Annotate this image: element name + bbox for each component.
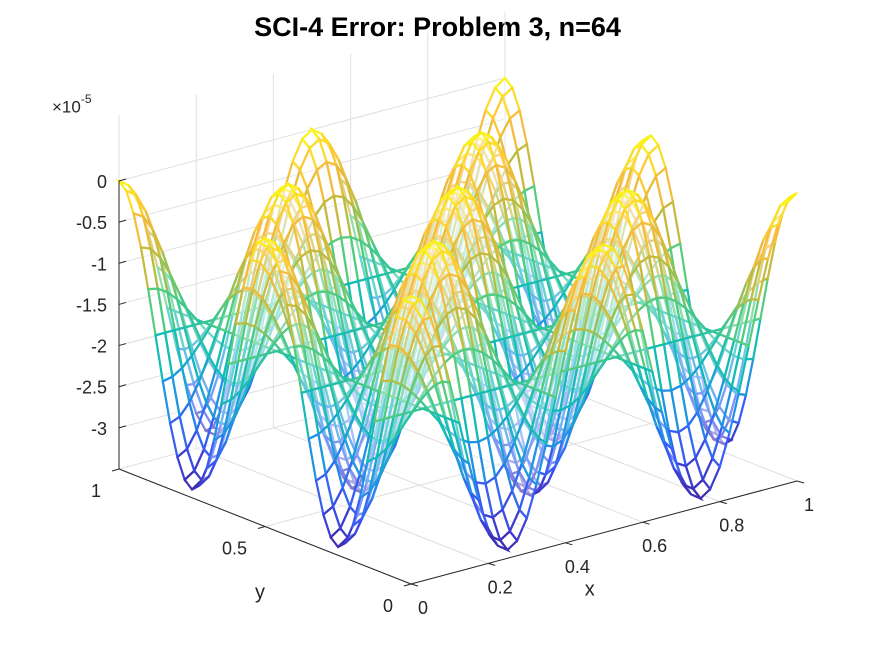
z-tick [118,343,127,347]
x-tick-label: 0.4 [565,557,590,577]
x-tick [719,501,727,505]
z-tick [118,301,127,305]
z-tick-label: -1.5 [76,295,107,315]
z-tick-label: 0 [97,172,107,192]
z-tick [118,178,127,182]
z-tick [118,425,127,429]
z-tick-label: -2 [91,337,107,357]
x-axis-label: x [585,579,595,601]
exponent-power: -5 [80,92,92,106]
chart-title: SCI-4 Error: Problem 3, n=64 [254,12,621,42]
y-tick [403,583,412,587]
z-exponent-label: ×10-5 [52,92,92,118]
x-tick-label: 0.2 [488,577,513,597]
x-tick [565,542,573,546]
surface-cell [768,200,790,230]
z-tick-label: -2.5 [76,378,107,398]
x-tick [796,480,805,484]
x-tick [410,583,419,587]
x-tick-label: 0.8 [719,516,744,536]
y-tick [111,468,120,472]
x-tick-label: 0 [418,598,428,618]
x-tick-label: 0.6 [642,536,667,556]
x-axis-line [410,480,798,585]
z-tick-label: -1 [91,254,107,274]
z-gridline [118,118,506,223]
x-tick [488,562,496,566]
x-tick-label: 1 [804,495,814,515]
z-tick-label: -0.5 [76,213,107,233]
z-tick-label: -3 [91,419,107,439]
exponent-base: ×10 [52,97,81,117]
z-tick [118,384,127,388]
y-tick-label: 0.5 [222,539,247,559]
surface-mesh [115,76,798,553]
surface-cell [779,192,798,208]
y-axis-label: y [255,582,265,604]
y-tick-label: 0 [383,596,393,616]
z-tick [118,260,127,264]
y-tick-label: 1 [91,481,101,501]
y-tick [257,526,266,529]
x-tick [642,521,650,525]
z-tick [118,219,127,223]
